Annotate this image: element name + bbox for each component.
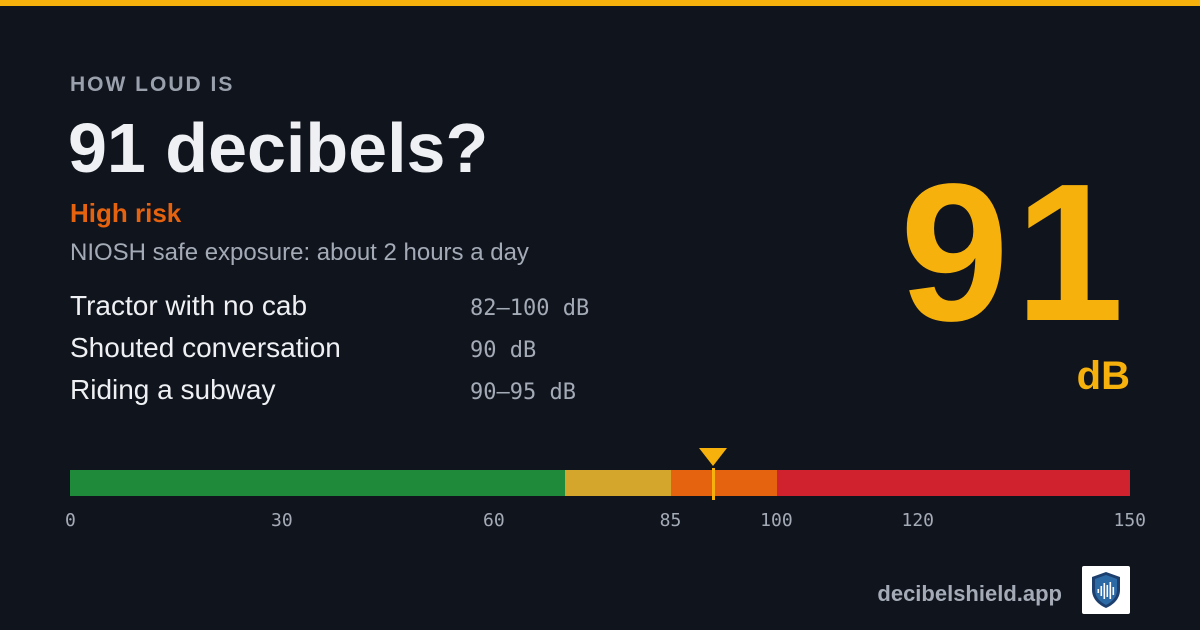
meter-tick-label: 85 — [659, 510, 682, 531]
meter-segment — [670, 470, 777, 496]
meter-marker-line — [711, 468, 715, 500]
exposure-text: NIOSH safe exposure: about 2 hours a day — [70, 239, 529, 266]
example-label: Shouted conversation — [70, 332, 341, 363]
meter-tick-label: 150 — [1113, 510, 1147, 531]
examples-list: Tractor with no cab 82–100 dB Shouted co… — [70, 290, 630, 416]
list-item: Riding a subway 90–95 dB — [70, 374, 630, 416]
meter-segment — [564, 470, 671, 496]
meter-segment — [776, 470, 1130, 496]
meter-tick-label: 120 — [901, 510, 935, 531]
decibel-meter: 0 30 60 85 100 120 150 — [65, 446, 1146, 546]
meter-tick-label: 100 — [760, 510, 793, 531]
brand-link[interactable]: decibelshield.app — [877, 581, 1062, 606]
page-title: 91 decibels? — [68, 109, 489, 187]
eyebrow-label: HOW LOUD IS — [70, 73, 235, 96]
meter-marker-pointer — [699, 448, 728, 466]
example-value: 90–95 dB — [470, 380, 576, 405]
meter-bar — [70, 470, 1130, 496]
meter-tick-label: 30 — [271, 510, 293, 531]
list-item: Shouted conversation 90 dB — [70, 332, 630, 374]
meter-tick-label: 60 — [483, 510, 505, 531]
meter-tick-label: 0 — [65, 510, 76, 531]
accent-top-bar — [0, 0, 1200, 6]
example-value: 82–100 dB — [470, 296, 590, 321]
example-label: Riding a subway — [70, 374, 276, 405]
decibel-unit: dB — [1076, 354, 1130, 398]
example-value: 90 dB — [470, 338, 537, 363]
list-item: Tractor with no cab 82–100 dB — [70, 290, 630, 332]
example-label: Tractor with no cab — [70, 290, 308, 321]
decibel-reading: 91 — [899, 143, 1130, 362]
risk-level: High risk — [70, 198, 182, 228]
meter-segment — [70, 470, 565, 496]
shield-soundwave-icon — [1082, 566, 1130, 614]
